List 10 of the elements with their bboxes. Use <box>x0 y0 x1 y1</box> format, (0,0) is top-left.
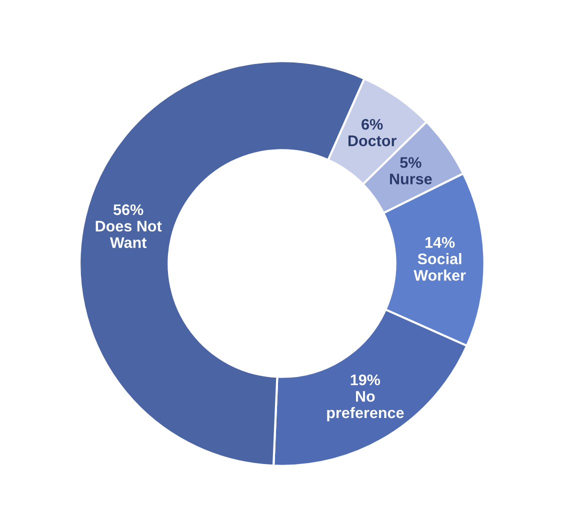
slice-label: No preference <box>327 391 404 422</box>
data-label: 5% <box>400 157 422 168</box>
data-label: 14% <box>425 237 455 248</box>
slice-label: Does Not Want <box>96 220 162 248</box>
slice-label: Doctor <box>348 136 396 146</box>
data-label: 6% <box>362 118 383 130</box>
data-label: 56% <box>114 204 144 216</box>
data-label: 19% <box>350 374 380 386</box>
slice-label: Nurse <box>390 174 432 184</box>
slice-label: Social Worker <box>414 253 466 281</box>
